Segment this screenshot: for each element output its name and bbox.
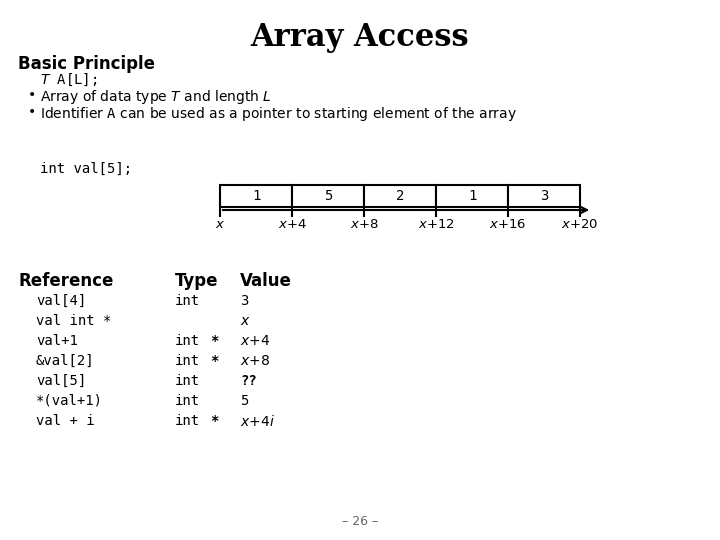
Text: *(val+1): *(val+1) [36,394,103,408]
Text: $\mathit{T}$ A[L];: $\mathit{T}$ A[L]; [40,72,97,88]
Text: 5: 5 [324,189,332,203]
Text: val int *: val int * [36,314,112,328]
Text: int: int [175,374,200,388]
Text: $\mathit{x}$: $\mathit{x}$ [215,218,225,231]
Text: Array of data type $\mathit{T}$ and length $\mathit{L}$: Array of data type $\mathit{T}$ and leng… [40,88,272,106]
Text: Array Access: Array Access [251,22,469,53]
Text: $\mathit{x}$+8: $\mathit{x}$+8 [350,218,379,231]
Bar [508,185,580,207]
Text: 2: 2 [396,189,404,203]
Text: int: int [175,334,200,348]
Text: val + i: val + i [36,414,94,428]
Text: int: int [175,294,200,308]
Text: Type: Type [175,272,218,290]
Text: val[4]: val[4] [36,294,86,308]
Text: Basic Principle: Basic Principle [18,55,155,73]
Text: 3: 3 [540,189,548,203]
Text: •: • [28,105,36,119]
Text: *: * [210,354,218,368]
Text: $\mathit{x}$+4$\mathit{i}$: $\mathit{x}$+4$\mathit{i}$ [240,414,275,429]
Text: $\mathit{x}$+20: $\mathit{x}$+20 [562,218,598,231]
Text: $\mathit{x}$+4: $\mathit{x}$+4 [277,218,307,231]
Text: val[5]: val[5] [36,374,86,388]
Text: 3: 3 [240,294,248,308]
Text: int val[5];: int val[5]; [40,162,132,176]
Text: 5: 5 [240,394,248,408]
Text: $\mathit{x}$+12: $\mathit{x}$+12 [418,218,454,231]
Text: $\mathit{x}$+16: $\mathit{x}$+16 [490,218,526,231]
Text: ??: ?? [240,374,257,388]
Text: – 26 –: – 26 – [342,515,378,528]
Text: Reference: Reference [18,272,113,290]
Bar [292,185,364,207]
Text: 1: 1 [468,189,476,203]
Text: $\mathit{x}$: $\mathit{x}$ [240,314,251,328]
Bar [436,185,508,207]
Text: $\mathit{x}$+4: $\mathit{x}$+4 [240,334,270,348]
Text: int: int [175,394,200,408]
Bar [220,185,292,207]
Text: $\mathit{x}$+8: $\mathit{x}$+8 [240,354,270,368]
Text: int: int [175,354,200,368]
Bar [364,185,436,207]
Text: int: int [175,414,200,428]
Text: *: * [210,334,218,348]
Text: •: • [28,88,36,102]
Text: Value: Value [240,272,292,290]
Text: Identifier $\mathtt{A}$ can be used as a pointer to starting element of the arra: Identifier $\mathtt{A}$ can be used as a… [40,105,517,123]
Text: &val[2]: &val[2] [36,354,94,368]
Text: 1: 1 [252,189,260,203]
Text: *: * [210,414,218,428]
Text: val+1: val+1 [36,334,78,348]
